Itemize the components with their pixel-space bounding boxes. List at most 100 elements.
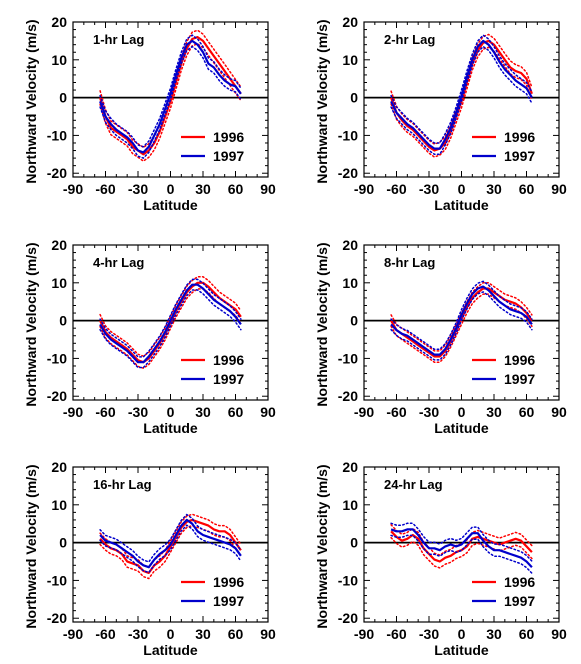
legend-label-1997: 1997: [213, 371, 244, 387]
x-tick-label: 90: [551, 404, 567, 420]
error-upper-1997: [99, 34, 242, 148]
legend-label-1997: 1997: [504, 148, 535, 164]
series-1997: [390, 280, 533, 361]
series-1997: [99, 34, 242, 159]
error-lower-1996: [99, 43, 242, 163]
line-1997: [390, 528, 533, 568]
error-lower-1997: [390, 291, 533, 361]
y-tick-label: 10: [342, 275, 358, 291]
x-tick-label: -60: [386, 404, 406, 420]
x-tick-label: 90: [260, 626, 276, 642]
y-tick-label: -10: [338, 572, 358, 588]
x-tick-label: 30: [486, 626, 502, 642]
panel-title: 4-hr Lag: [93, 255, 144, 270]
panel-title: 2-hr Lag: [384, 32, 435, 47]
y-tick-label: 20: [342, 237, 358, 253]
x-tick-label: 60: [519, 181, 535, 197]
line-1997: [99, 518, 242, 569]
x-tick-label: 30: [195, 181, 211, 197]
chart-panel-5: -90 -60 -30 0 30 60 90 -20 -10 0 10 20 Latitude North…: [23, 459, 276, 658]
x-tick-label: -90: [63, 626, 83, 642]
error-upper-1996: [99, 29, 242, 149]
error-lower-1997: [390, 534, 533, 574]
x-tick-label: -30: [419, 626, 439, 642]
series-1996: [390, 282, 533, 363]
x-axis-label: Latitude: [434, 420, 489, 436]
y-tick-label: 10: [51, 497, 67, 513]
x-axis-label: Latitude: [143, 197, 198, 213]
y-tick-label: 20: [51, 14, 67, 30]
legend-label-1997: 1997: [213, 148, 244, 164]
x-tick-label: -30: [419, 404, 439, 420]
legend-label-1996: 1996: [213, 352, 244, 368]
x-tick-label: 60: [228, 181, 244, 197]
x-tick-label: -90: [63, 404, 83, 420]
error-upper-1997: [390, 280, 533, 351]
x-tick-label: -60: [95, 404, 115, 420]
x-tick-label: 60: [519, 404, 535, 420]
line-1996: [99, 518, 242, 574]
error-lower-1997: [99, 45, 242, 159]
y-tick-label: 20: [342, 459, 358, 475]
y-tick-label: -20: [47, 610, 67, 626]
error-lower-1997: [390, 45, 533, 156]
panel-title: 24-hr Lag: [384, 477, 443, 492]
y-tick-label: 10: [342, 52, 358, 68]
y-tick-label: 10: [342, 497, 358, 513]
chart-panel-1: -90 -60 -30 0 30 60 90 -20 -10 0 10 20 Latitude North…: [23, 14, 276, 213]
y-axis-label: Northward Velocity (m/s): [23, 19, 39, 183]
y-axis-label: Northward Velocity (m/s): [314, 19, 330, 183]
y-tick-label: -10: [338, 127, 358, 143]
line-1997: [99, 283, 242, 364]
series-1996: [390, 524, 533, 569]
x-tick-label: 0: [167, 626, 175, 642]
x-tick-label: 0: [458, 626, 466, 642]
y-tick-label: -20: [47, 388, 67, 404]
x-tick-label: 90: [260, 181, 276, 197]
y-tick-label: 0: [350, 535, 358, 551]
x-tick-label: -90: [354, 404, 374, 420]
y-tick-label: 0: [350, 90, 358, 106]
chart-panel-6: -90 -60 -30 0 30 60 90 -20 -10 0 10 20 Latitude North…: [314, 459, 567, 658]
legend-label-1997: 1997: [504, 593, 535, 609]
series-1997: [390, 34, 533, 156]
x-tick-label: 60: [228, 626, 244, 642]
y-tick-label: 10: [51, 52, 67, 68]
x-tick-label: -60: [95, 181, 115, 197]
chart-panel-2: -90 -60 -30 0 30 60 90 -20 -10 0 10 20 Latitude North…: [314, 14, 567, 213]
legend-label-1997: 1997: [213, 593, 244, 609]
x-axis-label: Latitude: [434, 642, 489, 658]
y-tick-label: 0: [59, 535, 67, 551]
legend-label-1996: 1996: [504, 574, 535, 590]
y-tick-label: -20: [338, 165, 358, 181]
error-lower-1996: [390, 46, 533, 158]
y-axis-label: Northward Velocity (m/s): [23, 242, 39, 406]
x-axis-label: Latitude: [143, 642, 198, 658]
y-tick-label: 20: [51, 459, 67, 475]
line-1997: [390, 285, 533, 356]
x-tick-label: 30: [486, 181, 502, 197]
x-tick-label: 30: [195, 626, 211, 642]
panel-title: 16-hr Lag: [93, 477, 152, 492]
x-tick-label: 0: [167, 404, 175, 420]
y-tick-label: -20: [47, 165, 67, 181]
y-tick-label: -10: [47, 350, 67, 366]
x-tick-label: -30: [128, 181, 148, 197]
chart-panel-3: -90 -60 -30 0 30 60 90 -20 -10 0 10 20 Latitude North…: [23, 237, 276, 436]
error-upper-1997: [99, 513, 242, 563]
x-tick-label: -90: [354, 181, 374, 197]
error-upper-1996: [390, 282, 533, 352]
y-tick-label: -10: [47, 127, 67, 143]
y-axis-label: Northward Velocity (m/s): [23, 464, 39, 628]
x-axis-label: Latitude: [434, 197, 489, 213]
error-lower-1996: [390, 536, 533, 569]
y-tick-label: 20: [51, 237, 67, 253]
x-tick-label: 30: [486, 404, 502, 420]
error-upper-1997: [390, 522, 533, 562]
x-tick-label: -60: [95, 626, 115, 642]
y-tick-label: -20: [338, 388, 358, 404]
x-tick-label: -30: [419, 181, 439, 197]
x-tick-label: 0: [458, 404, 466, 420]
y-tick-label: 0: [59, 313, 67, 329]
legend-label-1997: 1997: [504, 371, 535, 387]
